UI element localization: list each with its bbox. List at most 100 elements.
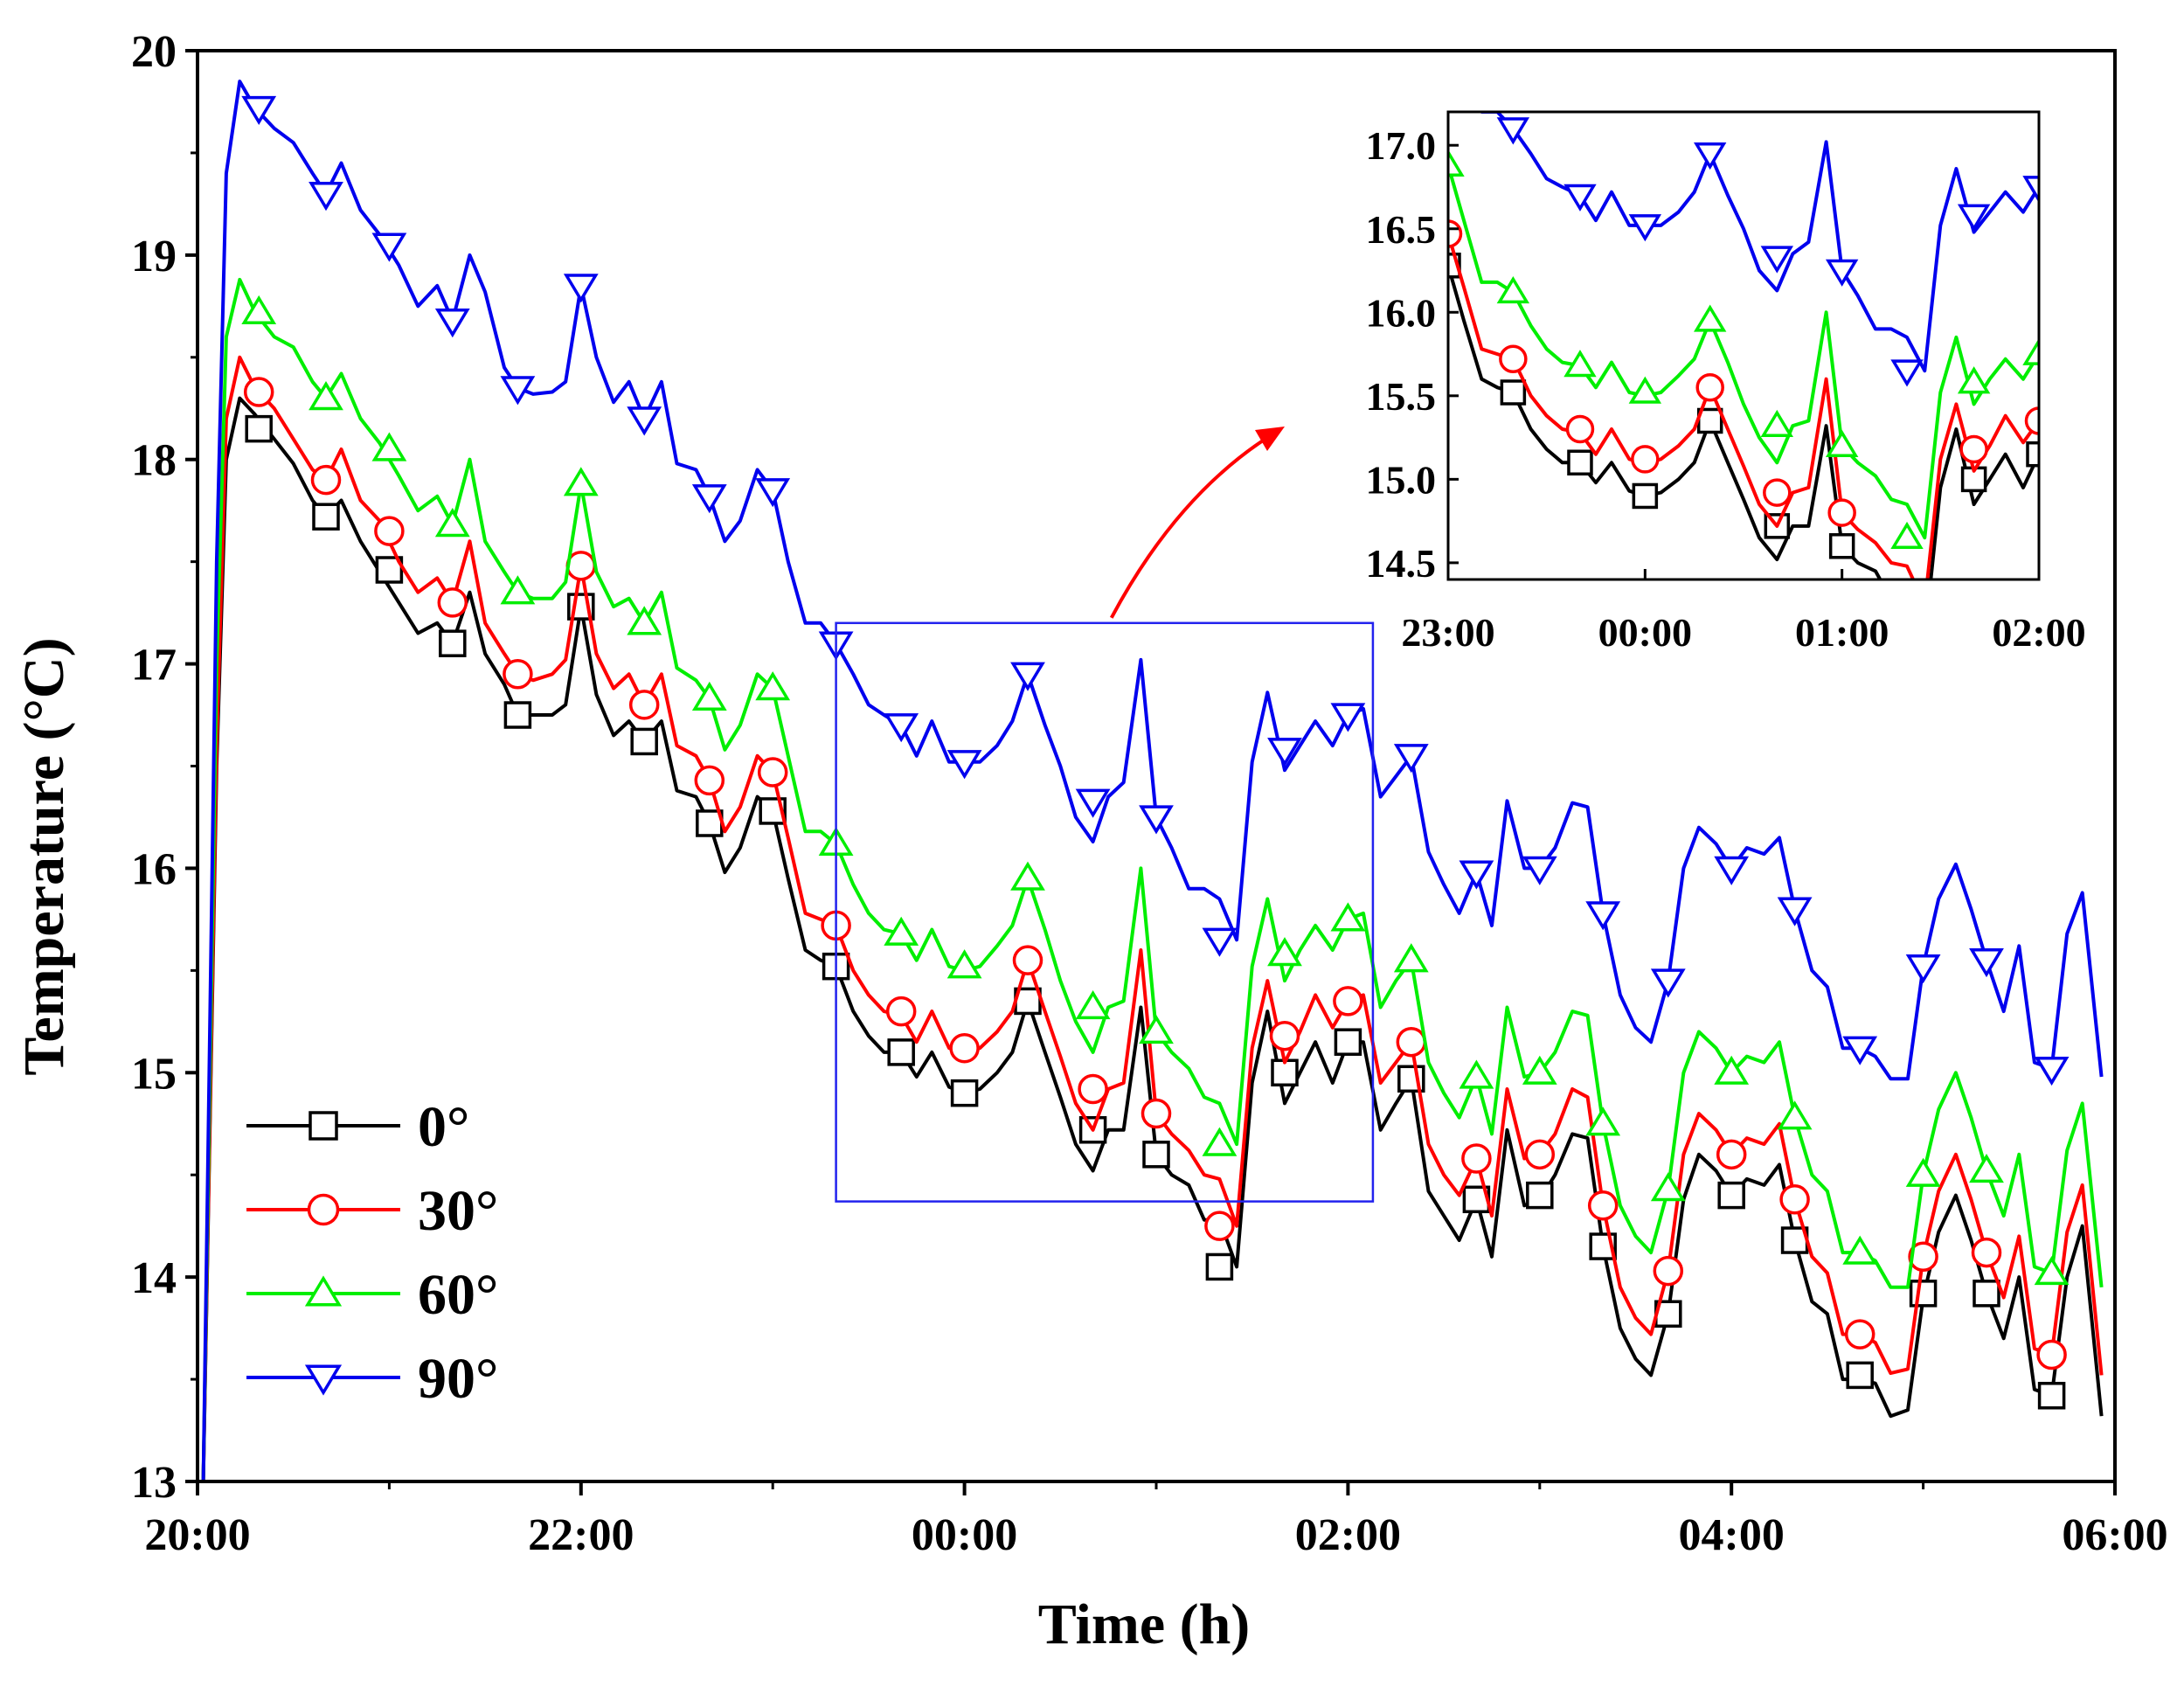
inset-data-point-marker [1628,214,1662,242]
data-point-marker [437,587,468,618]
x-tick-label: 02:00 [1295,1510,1401,1560]
inset-y-tick-label: 17.0 [1366,123,1437,168]
data-point-marker [1139,805,1174,835]
data-point-marker [1267,738,1302,767]
inset-data-point-marker [1563,350,1597,378]
data-point-marker [1075,989,1111,1020]
inset-data-point-marker [2026,441,2039,468]
data-point-marker [1012,945,1043,975]
data-point-marker [312,503,340,531]
x-tick-label: 00:00 [912,1510,1017,1560]
data-point-marker [1269,1020,1300,1051]
y-tick-label: 17 [131,641,177,690]
legend-label: 0° [418,1095,469,1159]
data-point-marker [884,916,919,946]
inset-y-tick-label: 14.5 [1366,541,1437,586]
data-point-marker [694,765,725,796]
data-point-marker [1078,1073,1108,1105]
legend-item: 0° [246,1095,469,1159]
data-point-marker [1973,1280,2000,1308]
data-point-marker [1842,1036,1878,1065]
data-point-marker [1717,1181,1745,1210]
data-point-marker [1650,1172,1686,1202]
data-point-marker [946,750,982,780]
data-point-marker [309,381,343,411]
data-point-marker [1142,1141,1170,1169]
data-point-marker [887,1038,915,1066]
data-point-marker [628,690,660,720]
data-point-marker [1205,1252,1234,1281]
legend-marker [307,1193,340,1226]
data-point-marker [1330,902,1366,932]
inset-data-point-marker [1763,478,1792,507]
inset-data-point-marker [1496,117,1530,145]
data-point-marker [1461,1143,1492,1174]
data-point-marker [1650,968,1686,998]
data-point-marker [1846,1361,1874,1390]
inset-series-line [1448,263,2039,579]
data-point-marker [1971,1237,2002,1268]
y-tick-label: 18 [131,436,177,486]
data-point-marker [1141,1098,1172,1129]
inset-y-tick-label: 15.5 [1366,374,1437,419]
inset-series-60° [1448,149,2039,550]
data-point-marker [1393,943,1429,973]
data-point-marker [1777,897,1813,926]
data-point-marker [1526,1181,1554,1210]
data-point-marker [310,464,342,496]
inset-data-point-marker [1563,184,1597,212]
data-point-marker [1010,861,1045,891]
legend-label: 60° [418,1263,498,1327]
data-point-marker [241,295,277,324]
legend-marker [309,1111,338,1141]
main-plot-series [201,80,2104,1481]
data-point-marker [884,713,919,743]
data-point-marker [946,949,982,979]
series-90° [201,80,2104,1481]
inset-data-point-marker [1760,409,1793,438]
data-point-marker [1267,937,1302,967]
main-axes: 13 14 15 16 17 18 19 20 20:00 22:00 00:00 02:00 04:0… [131,27,2168,1560]
inset-x-tick-label: 01:00 [1795,610,1889,655]
data-point-marker [371,232,407,262]
data-point-marker [374,516,405,546]
inset-data-point-marker [1957,204,1991,232]
data-point-marker [627,606,662,635]
y-tick-label: 19 [131,232,177,281]
inset-axes: 14.5 15.0 15.5 16.0 16.5 17.0 23:00 00:00 01:00 0… [1366,110,2086,655]
data-point-marker [2034,1255,2070,1286]
legend-item: 30° [246,1179,498,1243]
y-tick-label: 16 [131,844,177,894]
legend-marker [304,1364,343,1396]
legend-label: 30° [418,1179,498,1243]
data-point-marker [1459,860,1494,890]
data-point-marker [1585,901,1621,931]
data-point-marker [949,1032,980,1064]
y-tick-label: 20 [131,27,177,77]
data-point-marker [1714,1055,1750,1085]
data-point-marker [434,309,470,338]
x-tick-label: 06:00 [2062,1510,2167,1560]
data-point-marker [1271,1058,1299,1087]
data-point-marker [630,727,658,756]
inset-data-point-marker [1448,149,1465,177]
inset-data-point-marker [1567,449,1593,475]
data-point-marker [1585,1107,1621,1136]
data-point-marker [627,406,662,436]
data-point-marker [503,701,532,729]
data-point-marker [1333,986,1363,1016]
zoom-indicator [835,427,1375,1203]
inset-series-line [1448,231,2039,579]
legend: 0° 30° 60° 90° [246,1095,498,1411]
inset-data-point-marker [2024,406,2039,435]
inset-data-point-marker [1827,498,1856,527]
zoom-arrow-head [1255,427,1285,451]
x-axis-title: Time (h) [1038,1592,1251,1656]
inset-data-point-marker [1628,376,1662,404]
legend-label: 90° [418,1347,498,1411]
data-point-marker [563,467,599,496]
inset-data-point-marker [1957,366,1991,394]
x-tick-label: 22:00 [528,1510,634,1560]
data-point-marker [1202,1127,1238,1156]
